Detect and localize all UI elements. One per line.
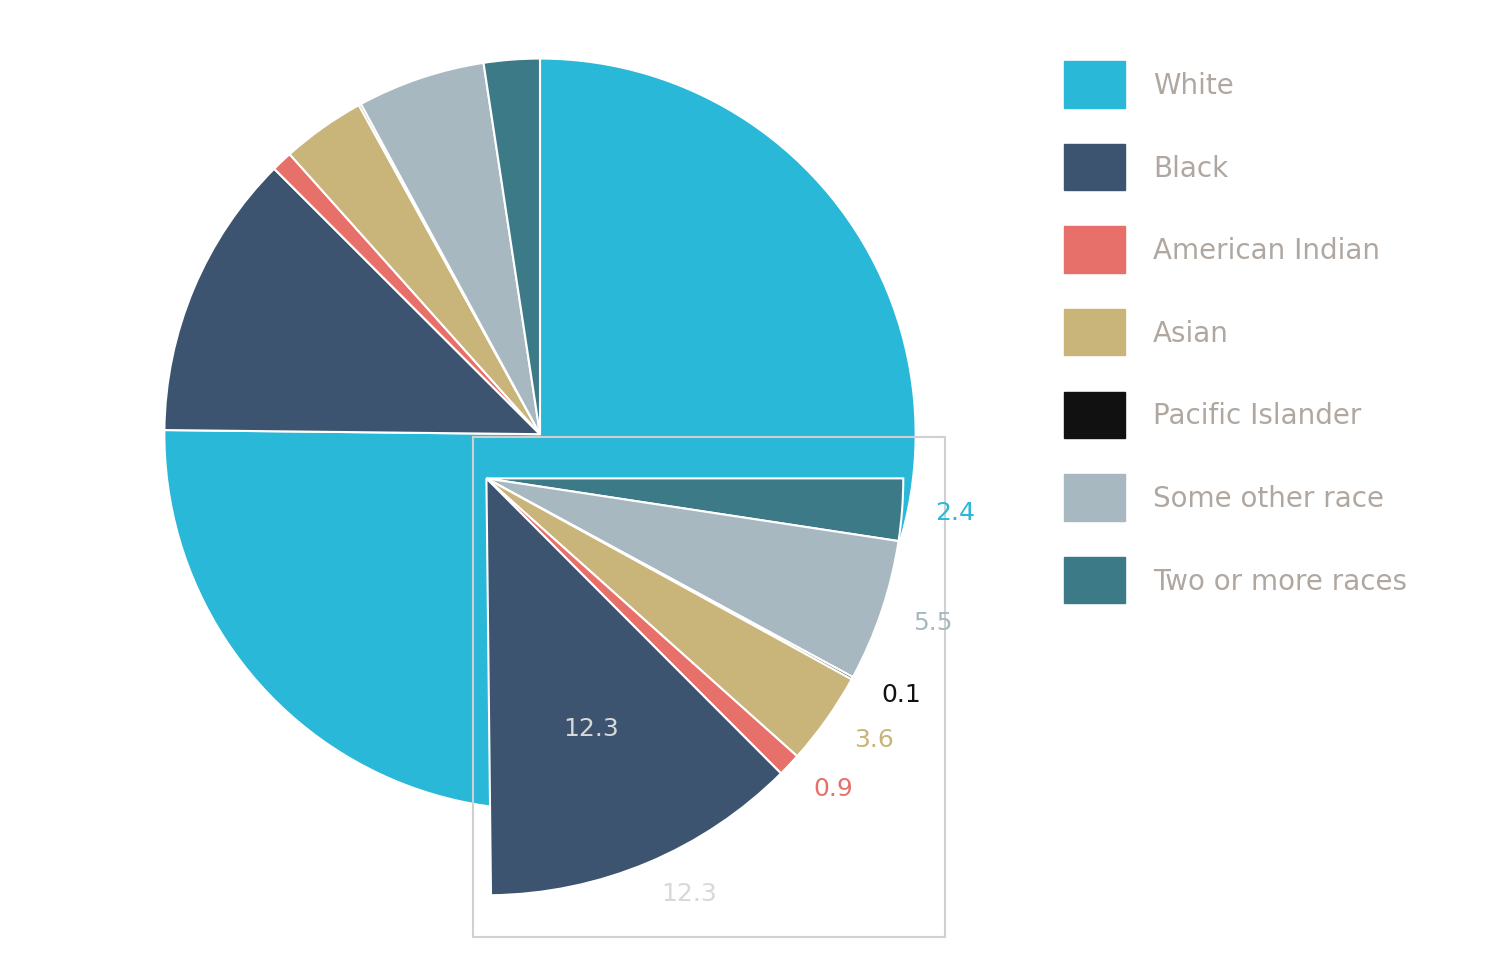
Text: 3.6: 3.6 bbox=[853, 727, 894, 751]
Wedge shape bbox=[486, 479, 852, 756]
Text: 2.4: 2.4 bbox=[936, 501, 975, 525]
Text: 12.3: 12.3 bbox=[564, 717, 620, 740]
Wedge shape bbox=[486, 479, 903, 541]
Text: 75.1: 75.1 bbox=[628, 544, 696, 573]
Bar bbox=[472, 437, 945, 937]
Wedge shape bbox=[486, 479, 796, 774]
Wedge shape bbox=[483, 60, 540, 434]
Text: 0.1: 0.1 bbox=[882, 682, 921, 706]
Text: 0.9: 0.9 bbox=[813, 776, 853, 801]
Wedge shape bbox=[486, 479, 898, 678]
Wedge shape bbox=[165, 60, 915, 810]
Wedge shape bbox=[486, 479, 782, 896]
Text: 5.5: 5.5 bbox=[914, 610, 952, 634]
Text: 12.3: 12.3 bbox=[662, 881, 717, 905]
Wedge shape bbox=[165, 169, 540, 434]
Wedge shape bbox=[486, 479, 853, 679]
Wedge shape bbox=[358, 105, 540, 434]
Wedge shape bbox=[290, 106, 540, 434]
Wedge shape bbox=[274, 155, 540, 434]
Legend: White, Black, American Indian, Asian, Pacific Islander, Some other race, Two or : White, Black, American Indian, Asian, Pa… bbox=[1064, 62, 1407, 604]
Wedge shape bbox=[362, 63, 540, 434]
